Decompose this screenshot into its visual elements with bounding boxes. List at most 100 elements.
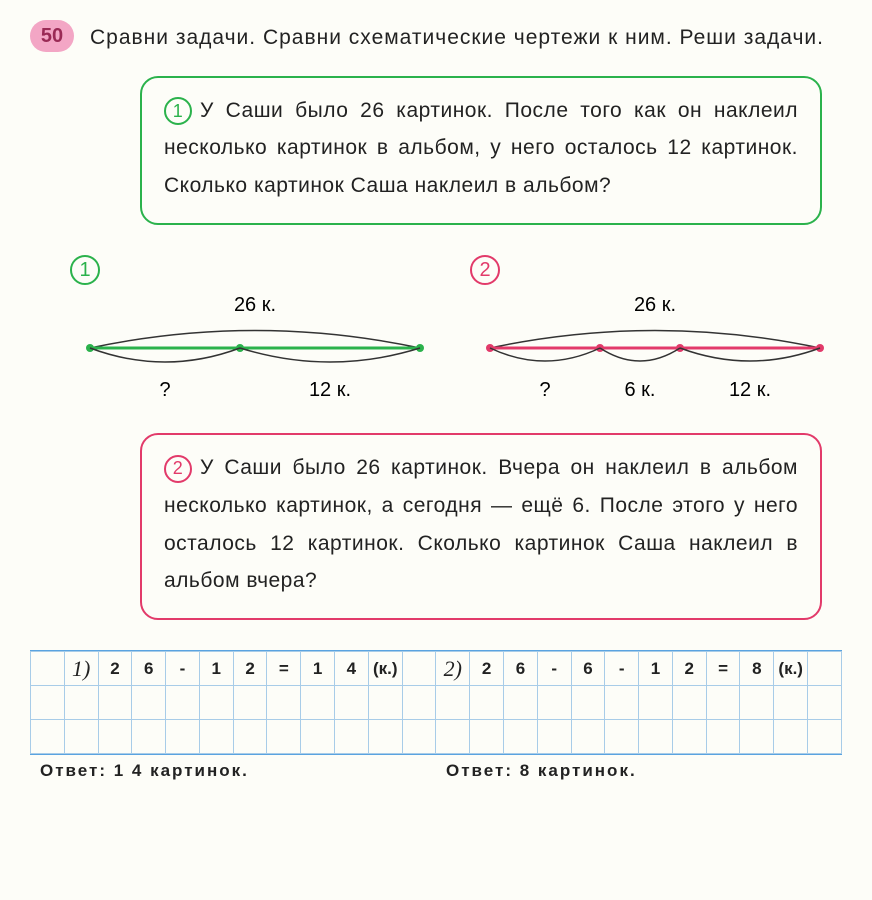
task-1-circle: 1 [164,97,192,125]
diagram-2-circle: 2 [470,255,500,285]
grid-cell [267,720,301,754]
svg-text:?: ? [539,379,550,401]
grid-cell [402,686,436,720]
grid-cell [470,720,504,754]
grid-cell [267,686,301,720]
grid-cell [98,686,132,720]
diagram-1-circle: 1 [70,255,100,285]
grid-cell [31,652,65,686]
grid-cell [571,686,605,720]
grid-cell [605,720,639,754]
grid-cell: = [706,652,740,686]
grid-cell [774,686,808,720]
svg-text:?: ? [159,379,170,401]
grid-cell [504,720,538,754]
grid-cell [368,720,402,754]
grid-cell [672,686,706,720]
grid-cell [672,720,706,754]
grid-cell: 4 [335,652,369,686]
grid-cell: 2) [436,652,470,686]
work-grid: 1)26-12=14(к.)2)26-6-12=8(к.) [30,650,842,755]
grid-cell [808,686,842,720]
task-2-circle: 2 [164,455,192,483]
grid-cell [166,686,200,720]
grid-cell [537,686,571,720]
grid-cell [233,720,267,754]
grid-cell [470,686,504,720]
grid-cell [199,720,233,754]
grid-cell [301,686,335,720]
grid-cell: 2 [98,652,132,686]
grid-cell [774,720,808,754]
svg-text:12 к.: 12 к. [729,379,771,401]
task-1-box: 1У Саши было 26 картинок. После того как… [140,76,822,225]
grid-cell [64,686,98,720]
grid-cell [132,720,166,754]
grid-cell [166,720,200,754]
grid-cell [740,686,774,720]
grid-cell [301,720,335,754]
grid-cell [639,686,673,720]
answers-row: Ответ: 1 4 картинок. Ответ: 8 картинок. [30,761,842,781]
grid-cell: 2 [233,652,267,686]
grid-cell [639,720,673,754]
grid-cell [504,686,538,720]
task-2-box: 2У Саши было 26 картинок. Вчера он накле… [140,433,822,620]
grid-cell: (к.) [774,652,808,686]
grid-cell: 1 [639,652,673,686]
diagrams-row: 1 26 к.? 12 к. 2 26 к.? 6 к. 12 к. [70,255,822,403]
grid-cell [706,720,740,754]
grid-cell [31,720,65,754]
answer-2: Ответ: 8 картинок. [436,761,842,781]
diagram-1: 1 26 к.? 12 к. [70,255,440,403]
svg-text:26 к.: 26 к. [234,294,276,316]
grid-cell [605,686,639,720]
grid-cell [808,652,842,686]
grid-cell [31,686,65,720]
svg-text:6 к.: 6 к. [625,379,656,401]
diagram-2: 2 26 к.? 6 к. 12 к. [470,255,840,403]
exercise-header: 50 Сравни задачи. Сравни схематические ч… [30,20,842,56]
grid-table: 1)26-12=14(к.)2)26-6-12=8(к.) [30,651,842,754]
grid-cell: - [605,652,639,686]
grid-cell: 1) [64,652,98,686]
grid-cell: (к.) [368,652,402,686]
grid-cell [402,720,436,754]
grid-cell [402,652,436,686]
grid-cell: - [537,652,571,686]
grid-cell: = [267,652,301,686]
grid-cell [368,686,402,720]
grid-cell [335,686,369,720]
grid-cell [98,720,132,754]
grid-cell [335,720,369,754]
grid-cell [740,720,774,754]
grid-cell [808,720,842,754]
grid-cell [132,686,166,720]
grid-cell: 2 [470,652,504,686]
svg-text:26 к.: 26 к. [634,294,676,316]
grid-cell: 2 [672,652,706,686]
grid-cell: 1 [199,652,233,686]
grid-cell [571,720,605,754]
grid-cell: 6 [132,652,166,686]
task-1-text: У Саши было 26 картинок. После того как … [164,99,798,198]
svg-text:12 к.: 12 к. [309,379,351,401]
grid-cell [436,686,470,720]
grid-cell: 1 [301,652,335,686]
instruction-text: Сравни задачи. Сравни схематические черт… [90,20,824,56]
grid-cell: 6 [571,652,605,686]
grid-cell [64,720,98,754]
grid-cell [537,720,571,754]
task-2-text: У Саши было 26 картинок. Вчера он наклеи… [164,456,798,592]
exercise-number-badge: 50 [30,20,74,52]
grid-cell [706,686,740,720]
grid-cell: 8 [740,652,774,686]
diagram-2-svg: 26 к.? 6 к. 12 к. [470,293,840,403]
grid-cell [233,686,267,720]
grid-cell: 6 [504,652,538,686]
grid-cell: - [166,652,200,686]
diagram-1-svg: 26 к.? 12 к. [70,293,440,403]
grid-cell [199,686,233,720]
grid-cell [436,720,470,754]
answer-1: Ответ: 1 4 картинок. [30,761,436,781]
